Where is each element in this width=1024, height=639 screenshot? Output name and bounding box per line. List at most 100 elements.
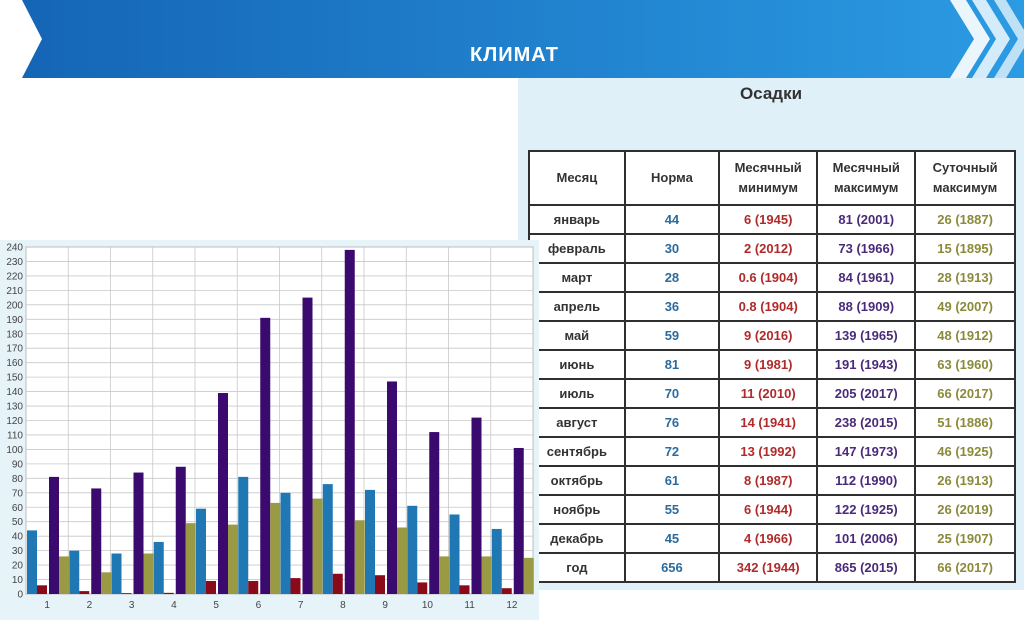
bar bbox=[143, 553, 154, 594]
y-tick-label: 10 bbox=[12, 575, 24, 586]
x-tick-label: 7 bbox=[298, 600, 304, 611]
y-tick-label: 0 bbox=[17, 590, 23, 601]
header-daily-max: Суточный максимум bbox=[914, 150, 1016, 206]
x-tick-label: 6 bbox=[256, 600, 262, 611]
table-row: декабрь 45 4 (1966) 101 (2006) 25 (1907) bbox=[528, 523, 1016, 554]
bar bbox=[439, 556, 450, 594]
chevron-icon bbox=[950, 0, 990, 78]
header-month: Месяц bbox=[528, 150, 626, 206]
bar bbox=[270, 502, 281, 594]
y-tick-label: 80 bbox=[12, 474, 24, 485]
bar bbox=[354, 520, 365, 594]
y-tick-label: 170 bbox=[6, 344, 23, 355]
bar bbox=[322, 484, 333, 594]
table-title: Осадки bbox=[739, 84, 803, 103]
bar bbox=[218, 393, 228, 594]
precipitation-chart-panel: 0 10 20 30 40 50 60 70 80 90 100 110 120 130 140 150 160… bbox=[0, 240, 539, 620]
table-row: октябрь 61 8 (1987) 112 (1990) 26 (1913) bbox=[528, 465, 1016, 496]
table-row: июнь 81 9 (1981) 191 (1943) 63 (1960) bbox=[528, 349, 1016, 380]
bar bbox=[260, 317, 271, 594]
x-tick-label: 12 bbox=[506, 600, 518, 611]
table-row: июль 70 11 (2010) 205 (2017) 66 (2017) bbox=[528, 378, 1016, 409]
bar bbox=[417, 582, 428, 594]
x-tick-label: 10 bbox=[422, 600, 434, 611]
x-tick-label: 9 bbox=[382, 600, 388, 611]
y-tick-label: 50 bbox=[12, 517, 24, 528]
y-tick-label: 90 bbox=[12, 459, 24, 470]
bar bbox=[111, 553, 122, 594]
bar bbox=[513, 447, 524, 594]
bar bbox=[228, 524, 238, 594]
table-row: август 76 14 (1941) 238 (2015) 51 (1886) bbox=[528, 407, 1016, 438]
y-tick-label: 160 bbox=[6, 358, 23, 369]
y-tick-label: 220 bbox=[6, 271, 23, 282]
y-tick-label: 110 bbox=[7, 430, 23, 441]
bar bbox=[332, 573, 343, 594]
bar bbox=[59, 556, 69, 594]
precipitation-table: Месяц Норма Месячный минимум Месячный макс… bbox=[528, 150, 1016, 583]
bar bbox=[206, 580, 216, 594]
table-row: март 28 0.6 (1904) 84 (1961) 28 (1913) bbox=[528, 262, 1016, 293]
y-tick-label: 60 bbox=[12, 503, 24, 514]
table-header-row: Месяц Норма Месячный минимум Месячный макс… bbox=[528, 150, 1016, 206]
x-tick-label: 1 bbox=[44, 600, 50, 611]
bar bbox=[459, 585, 470, 594]
header-norm: Норма bbox=[623, 150, 721, 206]
y-tick-label: 240 bbox=[6, 243, 23, 254]
bar bbox=[280, 492, 291, 594]
header-monthly-min: Месячный минимум bbox=[718, 150, 819, 206]
bar bbox=[69, 550, 80, 594]
bar bbox=[501, 588, 512, 594]
header-banner bbox=[22, 0, 1024, 78]
bar bbox=[248, 580, 259, 594]
precipitation-table-panel: Осадки Месяц Норма Месячный минимум Месяч… bbox=[518, 78, 1024, 590]
x-tick-label: 2 bbox=[87, 600, 93, 611]
bar bbox=[407, 505, 418, 594]
x-tick-label: 11 bbox=[464, 600, 475, 611]
bar bbox=[91, 488, 102, 594]
table-row: сентябрь 72 13 (1992) 147 (1973) 46 (1925) bbox=[528, 436, 1016, 467]
y-tick-label: 190 bbox=[6, 315, 23, 326]
bar bbox=[133, 472, 144, 594]
bar bbox=[101, 572, 112, 594]
bar bbox=[196, 508, 206, 594]
bar bbox=[375, 575, 385, 594]
page-title: КЛИМАТ bbox=[470, 44, 559, 66]
bar bbox=[49, 476, 59, 594]
table-row: январь 44 6 (1945) 81 (2001) 26 (1887) bbox=[528, 204, 1016, 235]
bar bbox=[121, 593, 132, 594]
bar bbox=[302, 297, 313, 594]
bar bbox=[387, 381, 397, 594]
y-tick-label: 150 bbox=[6, 373, 23, 384]
y-tick-label: 200 bbox=[6, 300, 23, 311]
precipitation-bar-chart: 0102030405060708090100110120130140150160… bbox=[6, 243, 534, 611]
table-row: май 59 9 (2016) 139 (1965) 48 (1912) bbox=[528, 320, 1016, 351]
y-tick-label: 120 bbox=[6, 416, 23, 427]
bar bbox=[163, 592, 174, 594]
y-tick-label: 100 bbox=[6, 445, 23, 456]
y-tick-label: 30 bbox=[12, 546, 24, 557]
bar bbox=[481, 556, 492, 594]
bar bbox=[491, 528, 502, 594]
bar bbox=[365, 489, 375, 594]
bar bbox=[153, 541, 164, 594]
bar bbox=[449, 514, 460, 594]
bar bbox=[185, 523, 196, 594]
bar bbox=[79, 591, 90, 594]
x-tick-label: 3 bbox=[129, 600, 135, 611]
table-row: ноябрь 55 6 (1944) 122 (1925) 26 (2019) bbox=[528, 494, 1016, 525]
y-tick-label: 140 bbox=[6, 387, 23, 398]
bar bbox=[397, 527, 407, 594]
y-tick-label: 130 bbox=[6, 402, 23, 413]
x-tick-label: 8 bbox=[340, 600, 346, 611]
bar bbox=[312, 498, 323, 594]
table-row-total: год 656 342 (1944) 865 (2015) 66 (2017) bbox=[528, 552, 1016, 583]
y-tick-label: 180 bbox=[6, 329, 23, 340]
bar bbox=[523, 557, 534, 594]
bar bbox=[37, 585, 47, 594]
table-row: февраль 30 2 (2012) 73 (1966) 15 (1895) bbox=[528, 233, 1016, 264]
bar bbox=[175, 466, 186, 594]
x-tick-label: 5 bbox=[213, 600, 219, 611]
bar bbox=[471, 417, 482, 594]
header-monthly-max: Месячный максимум bbox=[816, 150, 917, 206]
